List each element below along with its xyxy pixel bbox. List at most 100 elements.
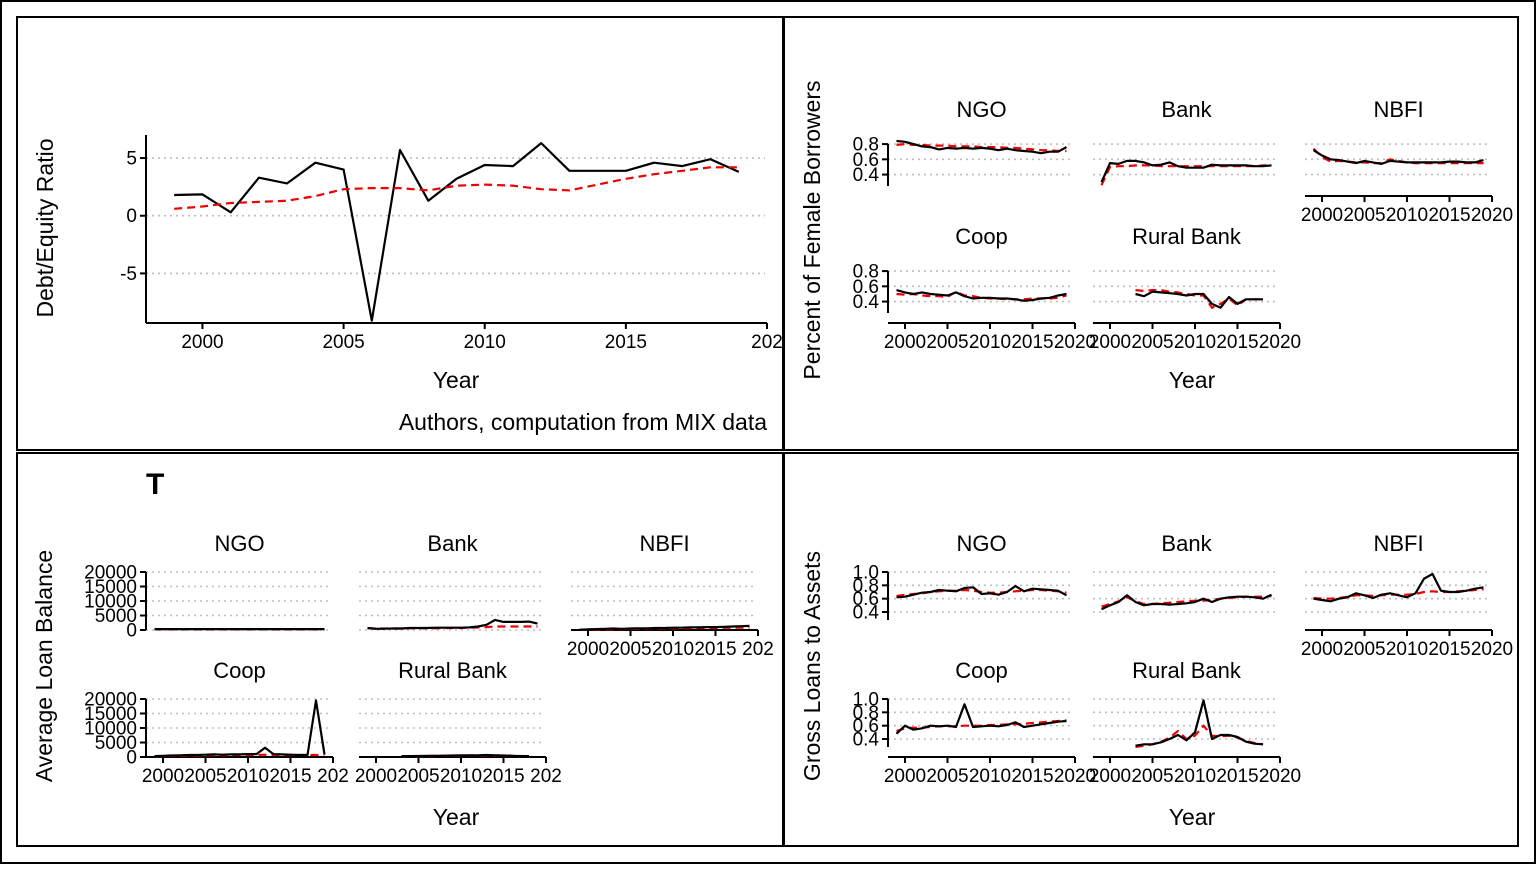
gross_loans_assets-nbfi-strip-title: NBFI: [1373, 531, 1423, 556]
female_borrowers-coop-x-tick-label: 2000: [884, 332, 926, 353]
gross_loans_assets-nbfi-actual-line: [1313, 572, 1484, 603]
gross_loans_assets-ngo-y-tick-label: 0.6: [853, 589, 879, 610]
female_borrowers-nbfi-x-tick-label: 2010: [1386, 205, 1428, 226]
gross_loans_assets-nbfi-x-tick-label: 2000: [1301, 639, 1343, 660]
frame-debt-equity: [16, 16, 784, 451]
debt-equity-y-tick-label: 0: [126, 206, 137, 227]
avg_loan_balance-nbfi-x-tick-label: 2015: [694, 639, 736, 660]
female_borrowers-x-label: Year: [1169, 367, 1216, 393]
gross_loans_assets-coop-actual-line: [895, 703, 1067, 735]
female_borrowers-coop-y-tick-label: 0.4: [853, 292, 880, 313]
debt-equity-y-label: Debt/Equity Ratio: [32, 139, 58, 318]
female_borrowers-bank-trend-line: [1100, 164, 1272, 186]
female_borrowers-nbfi-x-tick-label: 2000: [1301, 205, 1343, 226]
female_borrowers-rural-bank-panel: 2000 2005 2010 2015 2020 Rural Bank: [1089, 224, 1301, 353]
female_borrowers-coop-y-tick-label: 0.8: [853, 262, 879, 283]
avg_loan_balance-ngo-y-tick-label: 15000: [84, 577, 137, 598]
avg_loan_balance-coop-y-tick-label: 10000: [84, 719, 137, 740]
gross_loans_assets-bank-actual-line: [1101, 593, 1272, 611]
gross_loans_assets-rural-bank-x-tick-label: 2010: [1174, 766, 1216, 787]
avg_loan_balance-coop-y-tick-label: 5000: [95, 733, 137, 754]
female_borrowers-coop-x-tick-label: 2005: [926, 332, 968, 353]
gross_loans_assets-coop-y-tick-label: 0.8: [853, 703, 879, 724]
chart-debt-equity: 5 0 -5 2000 2005 2010 2015 202 Year Debt/Equity R…: [32, 135, 783, 435]
avg_loan_balance-coop-x-tick-label: 2000: [142, 766, 184, 787]
avg_loan_balance-x-label: Year: [433, 804, 480, 830]
female_borrowers-nbfi-x-tick-label: 2015: [1428, 205, 1470, 226]
gross_loans_assets-ngo-actual-line: [896, 584, 1068, 599]
avg_loan_balance-ngo-y-tick-label: 0: [126, 621, 137, 642]
gross_loans_assets-ngo-panel: 1.00.80.60.4 NGO: [853, 531, 1073, 624]
debt-equity-x-tick-label: 202: [751, 332, 783, 353]
gross_loans_assets-nbfi-panel: 2000 2005 2010 2015 2020 NBFI: [1301, 531, 1513, 660]
avg_loan_balance-bank-panel: Bank: [359, 531, 544, 631]
gross_loans_assets-coop-x-tick-label: 2015: [1011, 766, 1053, 787]
avg_loan_balance-title: T: [146, 468, 164, 501]
gross_loans_assets-x-label: Year: [1169, 804, 1216, 830]
debt-equity-x-label: Year: [433, 367, 480, 393]
female_borrowers-rural-bank-x-tick-label: 2015: [1216, 332, 1258, 353]
avg_loan_balance-rural-bank-x-tick-label: 2005: [397, 766, 439, 787]
female_borrowers-coop-x-tick-label: 2010: [969, 332, 1011, 353]
female_borrowers-nbfi-x-tick-label: 2020: [1471, 205, 1513, 226]
avg_loan_balance-coop-x-tick-label: 202: [317, 766, 349, 787]
avg_loan_balance-coop-x-tick-label: 2015: [269, 766, 311, 787]
gross_loans_assets-coop-x-tick-label: 2005: [926, 766, 968, 787]
gross_loans_assets-nbfi-x-tick-label: 2010: [1386, 639, 1428, 660]
avg_loan_balance-coop-strip-title: Coop: [213, 658, 266, 683]
avg_loan_balance-y-label: Average Loan Balance: [31, 550, 57, 782]
frame-gross-loans-assets: [783, 452, 1519, 847]
debt-equity-x-tick-label: 2010: [464, 332, 506, 353]
avg_loan_balance-ngo-y-tick-label: 5000: [95, 606, 137, 627]
female_borrowers-rural-bank-actual-line: [1135, 290, 1263, 309]
female_borrowers-ngo-y-tick-label: 0.4: [853, 165, 880, 186]
avg_loan_balance-rural-bank-panel: 2000 2005 2010 2015 202 Rural Bank: [355, 658, 562, 787]
avg_loan_balance-coop-y-tick-label: 20000: [84, 690, 137, 711]
avg_loan_balance-coop-y-tick-label: 0: [126, 748, 137, 769]
avg_loan_balance-rural-bank-actual-line: [401, 753, 529, 758]
gross_loans_assets-rural-bank-strip-title: Rural Bank: [1132, 658, 1242, 683]
avg_loan_balance-bank-strip-title: Bank: [427, 531, 478, 556]
gross_loans_assets-coop-x-tick-label: 2010: [969, 766, 1011, 787]
female_borrowers-coop-actual-line: [896, 289, 1067, 302]
avg_loan_balance-ngo-strip-title: NGO: [214, 531, 264, 556]
female_borrowers-coop-x-tick-label: 2020: [1054, 332, 1096, 353]
female_borrowers-rural-bank-x-tick-label: 2005: [1131, 332, 1173, 353]
gross_loans_assets-coop-y-tick-label: 0.4: [853, 730, 880, 751]
gross_loans_assets-rural-bank-x-tick-label: 2020: [1259, 766, 1301, 787]
gross_loans_assets-ngo-strip-title: NGO: [956, 531, 1006, 556]
female_borrowers-bank-strip-title: Bank: [1161, 97, 1212, 122]
gross_loans_assets-y-label: Gross Loans to Assets: [799, 551, 825, 781]
debt-equity-y-tick-label: 5: [126, 149, 137, 170]
gross_loans_assets-coop-y-tick-label: 0.6: [853, 716, 879, 737]
female_borrowers-coop-strip-title: Coop: [955, 224, 1008, 249]
female_borrowers-rural-bank-strip-title: Rural Bank: [1132, 224, 1242, 249]
avg_loan_balance-ngo-y-tick-label: 10000: [84, 592, 137, 613]
gross_loans_assets-rural-bank-actual-line: [1135, 699, 1264, 747]
debt-equity-x-tick-label: 2015: [605, 332, 647, 353]
gross_loans_assets-rural-bank-x-tick-label: 2000: [1089, 766, 1131, 787]
avg_loan_balance-nbfi-x-tick-label: 2000: [567, 639, 609, 660]
gross_loans_assets-ngo-y-tick-label: 1.0: [853, 563, 879, 584]
gross_loans_assets-bank-strip-title: Bank: [1161, 531, 1212, 556]
avg_loan_balance-ngo-y-tick-label: 20000: [84, 563, 137, 584]
avg_loan_balance-coop-y-tick-label: 15000: [84, 704, 137, 725]
avg_loan_balance-bank-actual-line: [367, 618, 538, 630]
female_borrowers-coop-x-tick-label: 2015: [1011, 332, 1053, 353]
female_borrowers-bank-actual-line: [1100, 159, 1272, 183]
female_borrowers-rural-bank-x-tick-label: 2010: [1174, 332, 1216, 353]
frame-female-borrowers: [783, 16, 1519, 451]
avg_loan_balance-coop-x-tick-label: 2005: [184, 766, 226, 787]
female_borrowers-ngo-panel: 0.80.60.4 NGO: [853, 97, 1073, 186]
female_borrowers-coop-y-tick-label: 0.6: [853, 277, 879, 298]
avg_loan_balance-nbfi-panel: 2000 2005 2010 2015 202 NBFI: [567, 531, 774, 660]
gross_loans_assets-ngo-y-tick-label: 0.4: [853, 603, 880, 624]
gross_loans_assets-coop-x-tick-label: 2020: [1054, 766, 1096, 787]
